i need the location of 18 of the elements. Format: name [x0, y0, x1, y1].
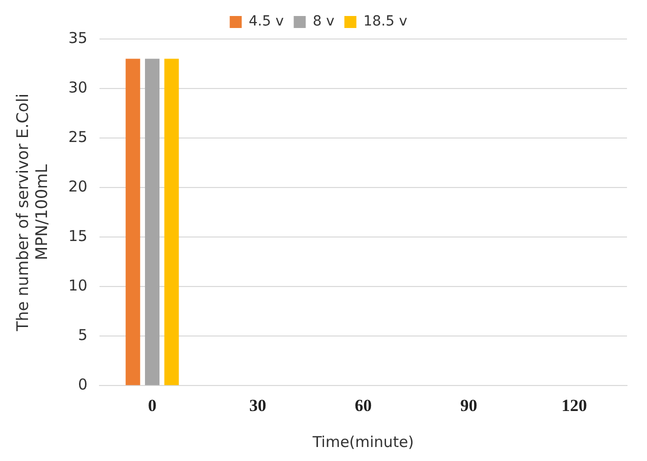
x-tick-label: 0: [148, 396, 156, 416]
x-tick-label: 60: [354, 396, 372, 416]
y-tick-label: 20: [68, 177, 88, 196]
y-tick-label: 35: [68, 28, 88, 47]
legend-label: 8 v: [312, 14, 334, 30]
y-tick-label: 10: [68, 276, 88, 294]
y-axis-title: The number of servivor E.Coli MPN/100mL: [12, 94, 51, 332]
y-tick-label: 30: [68, 78, 88, 96]
y-tick-label: 25: [68, 128, 88, 146]
x-axis-title: Time(minute): [312, 432, 414, 451]
y-tick-label: 5: [78, 326, 88, 344]
y-tick-label: 0: [78, 375, 88, 394]
x-tick-label: 90: [460, 396, 478, 416]
x-tick-label: 30: [249, 396, 266, 416]
legend-label: 4.5 v: [248, 14, 284, 30]
y-tick-label: 15: [68, 226, 88, 245]
legend-label: 18.5 v: [363, 14, 408, 30]
x-tick-label: 120: [562, 396, 587, 416]
